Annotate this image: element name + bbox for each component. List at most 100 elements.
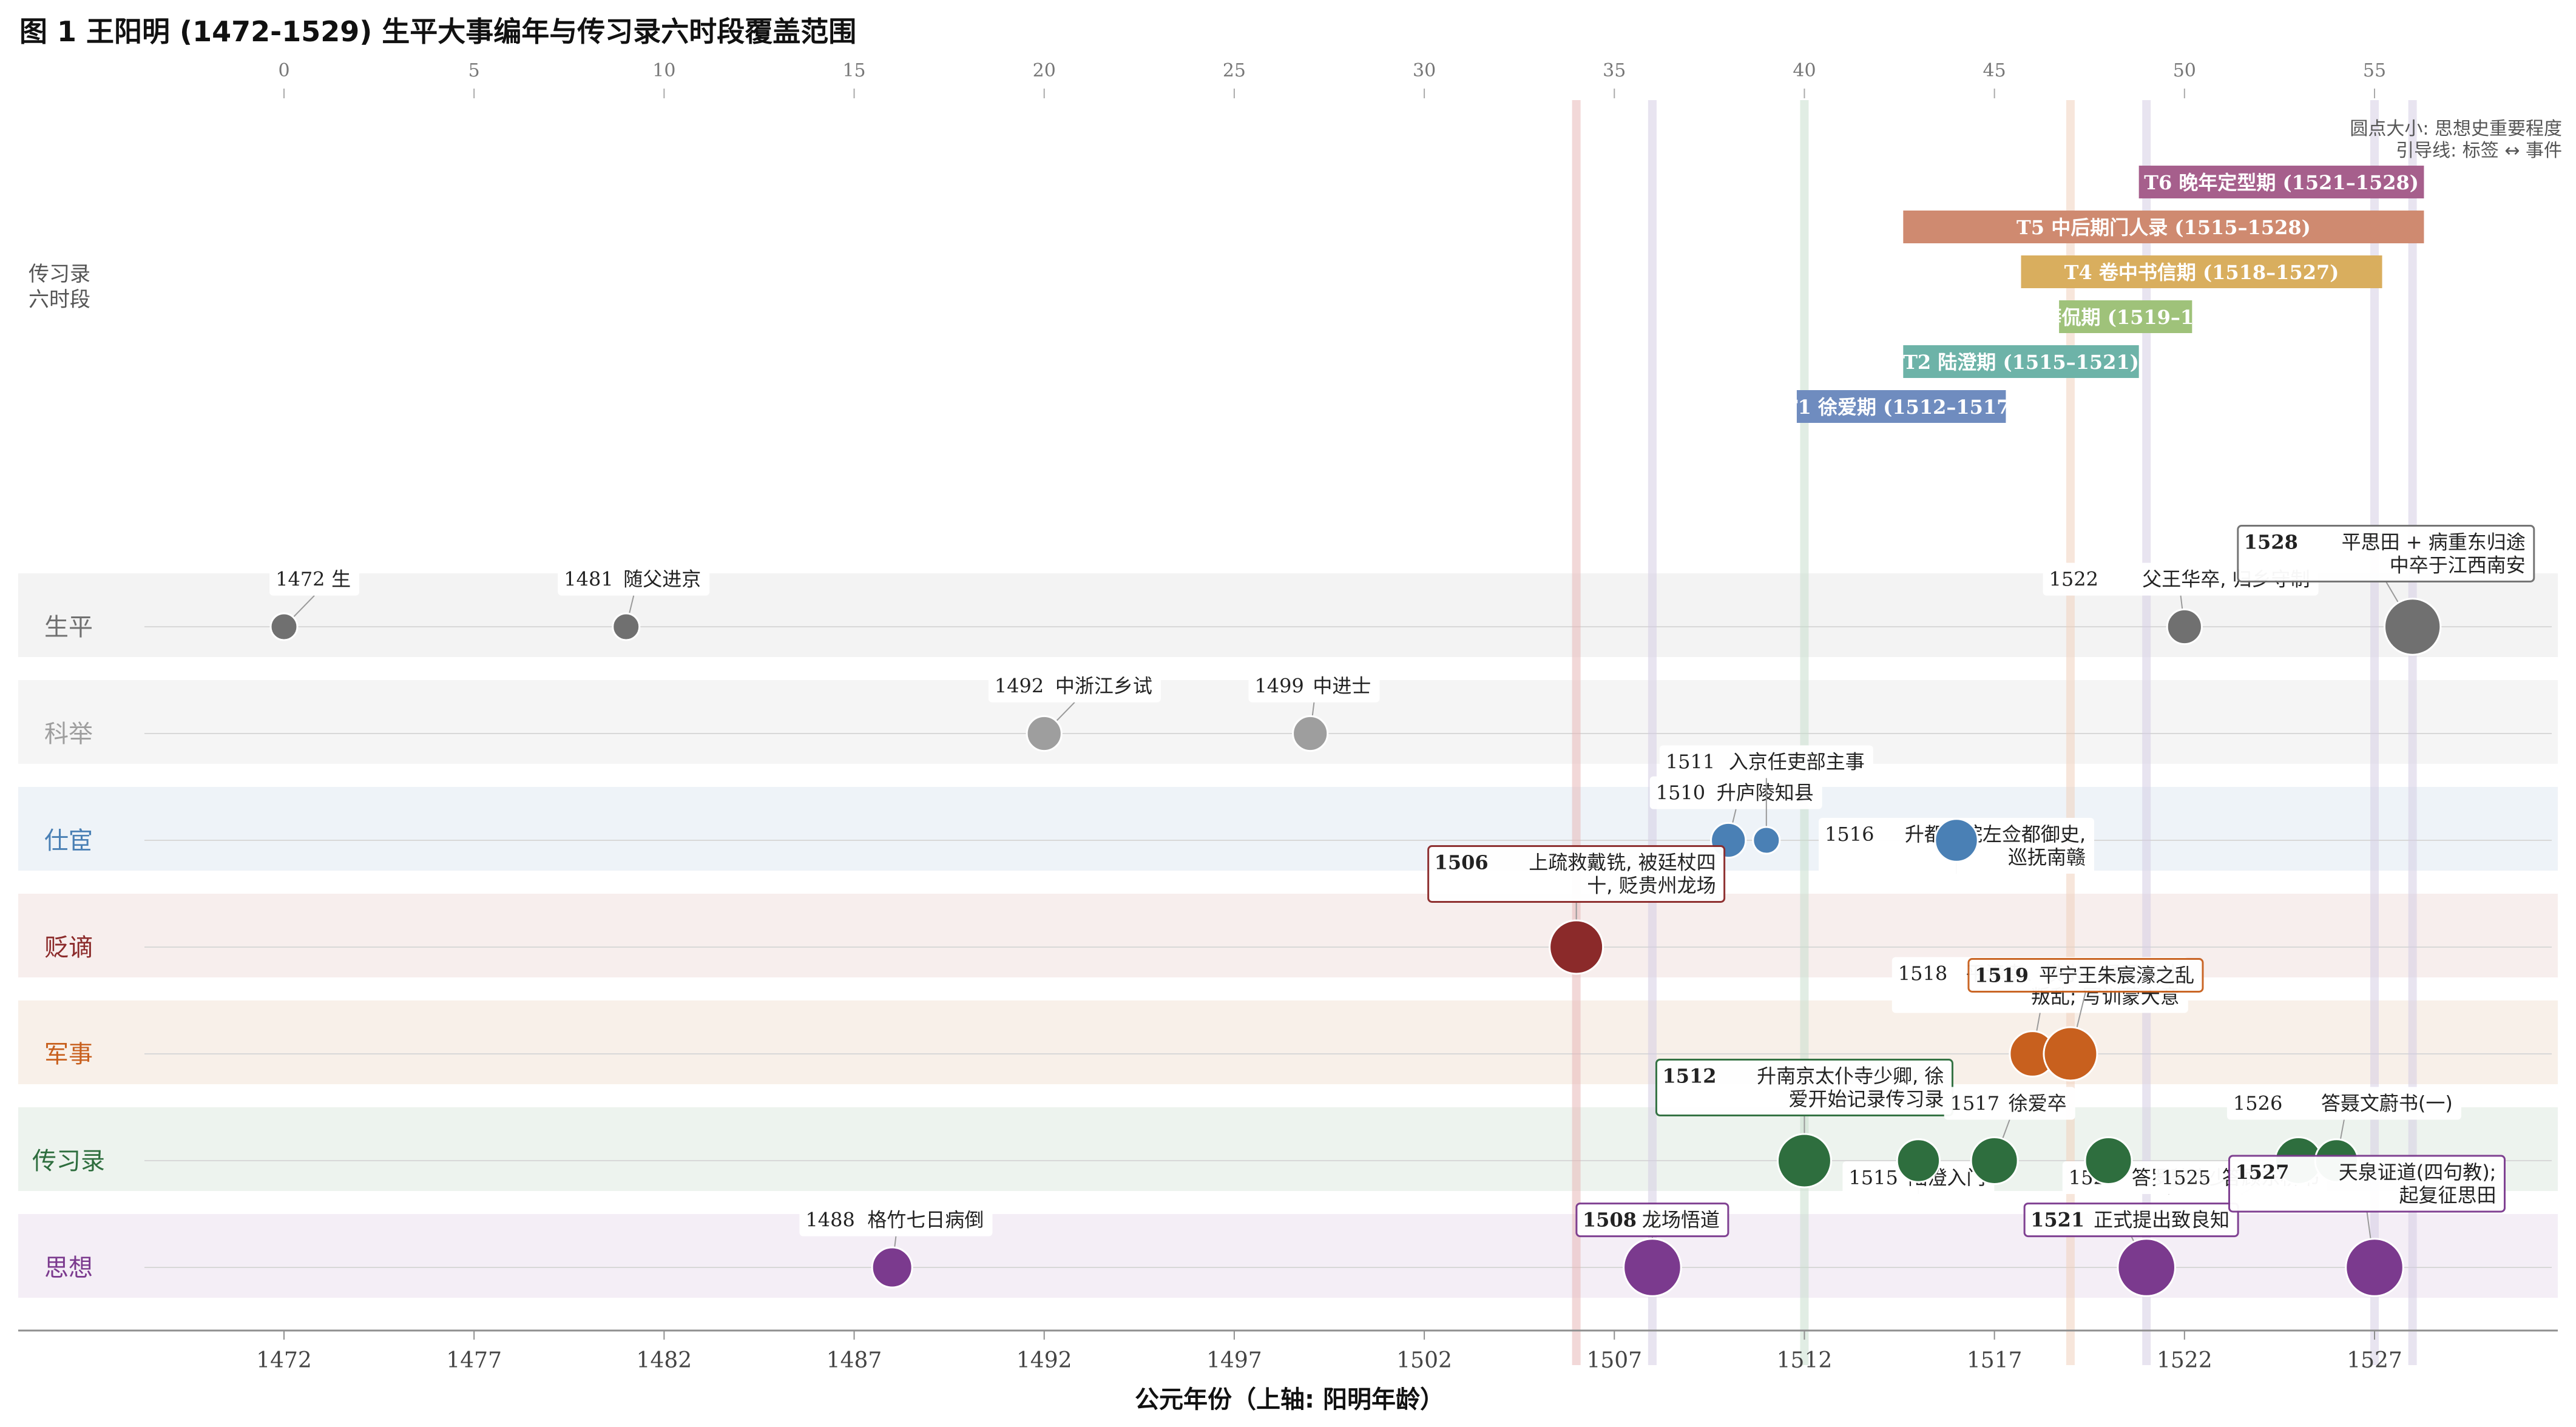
age-tick-label: 55 [2363,60,2386,81]
segment-bar [2138,166,2424,198]
event-label-box [2226,1087,2461,1120]
event-year: 1512 [1662,1065,1716,1088]
x-tick-label: 1487 [827,1348,882,1373]
event-year: 1525 [2162,1166,2211,1189]
event-label-box [1427,845,1726,903]
event-marker [612,612,641,641]
event-label: 中进士 [1313,675,1371,698]
event-year: 1510 [1656,781,1705,805]
segment-bar [2021,255,2382,288]
event-label: 升南京太仆寺少卿, 徐 [1757,1065,1944,1088]
segment-label: T6 晚年定型期 (1521–1528) [2144,171,2419,194]
event-label-box [2228,1155,2506,1213]
event-label: 正式提出致良知 [2094,1209,2229,1232]
event-marker [1623,1238,1682,1297]
event-label-box [1967,958,2204,993]
highlight-vline [2408,100,2417,1365]
event-year: 1511 [1666,751,1715,774]
event-year: 1519 [1975,964,2029,987]
segment-label: T5 中后期门人录 (1515–1528) [2017,216,2311,239]
chart-title: 图 1 王阳明 (1472-1529) 生平大事编年与传习录六时段覆盖范围 [19,15,856,48]
x-tick-label: 1512 [1777,1348,1833,1373]
event-label: 爱开始记录传习录 [1788,1088,1944,1111]
event-year: 1515 [1848,1166,1898,1189]
event-marker [2117,1238,2176,1297]
event-marker [1549,919,1604,975]
event-marker [871,1246,913,1289]
event-year: 1499 [1254,675,1303,698]
event-label: 平思田 + 病重东归途 [2342,531,2526,554]
event-label: 生 [331,568,351,591]
event-label-box [269,562,360,596]
event-label-box [1944,1087,2075,1120]
event-label-box [2023,1203,2239,1238]
event-label: 平宁王朱宸濠之乱 [2039,964,2194,987]
event-marker [1934,818,1979,863]
event-year: 1508 [1583,1209,1637,1232]
event-marker [1970,1136,2019,1185]
event-label: 上疏救戴铣, 被廷杖四 [1529,851,1716,874]
lane-label-chuanxilu: 传习录 [32,1147,105,1175]
event-label: 答聂文蔚书(一) [2321,1092,2453,1115]
x-tick-label: 1527 [2347,1348,2402,1373]
chuanxilu-segments: T1 徐爱期 (1512–1517) T2 陆澄期 (1515–1521) T3 薛… [1796,166,2424,423]
lane-label-thought: 思想 [44,1254,93,1282]
event-marker [1752,826,1781,855]
lane-band-office [18,787,2558,871]
event-marker [2166,608,2203,646]
segment-label: T2 陆澄期 (1515–1521) [1903,351,2139,374]
segment-label: T4 卷中书信期 (1518–1527) [2064,261,2339,284]
event-label: 起复征思田 [2399,1184,2496,1207]
segment-bar [2059,300,2192,333]
highlight-vlines [1572,100,2417,1365]
lane-label-office: 仕宦 [44,827,93,855]
x-tick-label: 1482 [637,1348,692,1373]
event-label: 徐爱卒 [2009,1092,2067,1115]
event-year: 1522 [2049,568,2098,591]
event-year: 1517 [1950,1092,2000,1115]
event-label-box [1248,669,1380,703]
event-year: 1481 [564,568,613,591]
age-tick-label: 25 [1223,60,1246,81]
event-label: 入京任吏部主事 [1729,751,1865,774]
event-year: 1516 [1825,823,1874,846]
lane-band-military [18,1000,2558,1084]
event-marker [269,612,299,641]
event-year: 1521 [2030,1209,2084,1232]
segment-label: T3 薛侃期 (1519–1522) [2007,306,2243,329]
x-axis-title: 公元年份（上轴: 阳明年龄） [1135,1386,1444,1414]
event-label: 随父进京 [623,568,701,591]
x-tick-label: 1507 [1586,1348,1642,1373]
event-year: 1527 [2235,1161,2289,1184]
event-marker [2043,1026,2098,1082]
event-label: 天泉证道(四句教); [2339,1161,2497,1184]
event-year: 1526 [2233,1092,2282,1115]
event-year: 1506 [1435,851,1489,874]
event-label: 格竹七日病倒 [867,1209,984,1232]
event-year: 1488 [805,1209,854,1232]
event-marker [1896,1138,1941,1183]
segments-group-label: 传习录 [29,262,90,286]
event-label-box [988,669,1161,703]
event-label-box [1659,745,1873,778]
event-marker [2084,1136,2133,1185]
event-marker [2383,598,2442,656]
event-year: 1518 [1898,962,1947,985]
event-label: 升庐陵知县 [1717,781,1814,805]
event-label: 中浙江乡试 [1055,675,1152,698]
event-label: 十, 贬贵州龙场 [1587,874,1716,897]
event-label: 中卒于江西南安 [2390,554,2526,577]
age-tick-label: 5 [468,60,480,81]
legend-note: 圆点大小: 思想史重要程度 [2350,118,2562,140]
lane-label-military: 军事 [44,1041,93,1068]
event-label-box [558,562,710,596]
x-tick-label: 1472 [256,1348,312,1373]
age-tick-label: 40 [1793,60,1816,81]
event-marker [1776,1133,1832,1189]
highlight-vline [2370,100,2379,1365]
x-tick-label: 1502 [1396,1348,1452,1373]
x-tick-label: 1477 [446,1348,502,1373]
event-label-box [1575,1203,1729,1238]
x-tick-label: 1522 [2157,1348,2213,1373]
